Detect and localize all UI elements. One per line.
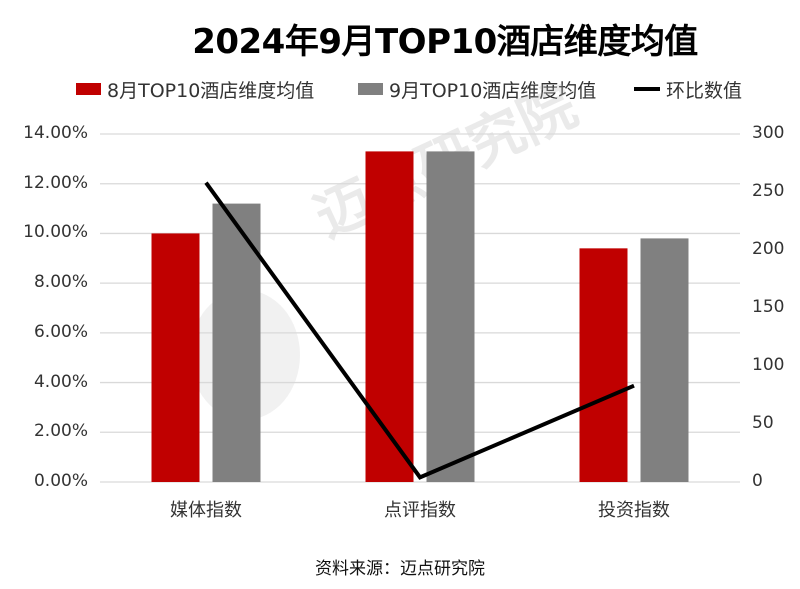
source-note: 资料来源：迈点研究院 — [315, 559, 485, 579]
y-tick-left: 12.00% — [23, 173, 88, 193]
bar — [151, 233, 200, 482]
bar — [426, 151, 475, 482]
legend-swatch-red — [76, 83, 101, 95]
legend-label: 环比数值 — [666, 79, 743, 102]
y-tick-left: 14.00% — [23, 123, 88, 143]
y-tick-left: 8.00% — [33, 272, 88, 292]
legend-label: 8月TOP10酒店维度均值 — [107, 79, 315, 102]
mom-line-series — [204, 181, 635, 480]
bar-series — [151, 151, 689, 482]
legend-label: 9月TOP10酒店维度均值 — [389, 79, 597, 102]
bar — [579, 248, 628, 482]
legend: 8月TOP10酒店维度均值 9月TOP10酒店维度均值 环比数值 — [0, 76, 800, 102]
x-label: 媒体指数 — [170, 500, 242, 521]
y-tick-left: 4.00% — [33, 372, 88, 392]
y-tick-left: 6.00% — [33, 322, 88, 342]
legend-swatch-grey — [358, 83, 383, 95]
y-tick-right: 100 — [752, 355, 785, 375]
bar — [365, 151, 414, 482]
legend-item-sep: 9月TOP10酒店维度均值 — [358, 76, 596, 102]
gridlines — [100, 133, 740, 483]
y-tick-right: 200 — [752, 239, 785, 259]
legend-item-mom: 环比数值 — [634, 76, 742, 102]
y-tick-right: 150 — [752, 297, 785, 317]
x-label: 点评指数 — [384, 500, 456, 521]
x-label: 投资指数 — [598, 500, 670, 521]
bar — [640, 238, 689, 482]
y-tick-right: 0 — [752, 471, 763, 491]
y-tick-right: 250 — [752, 181, 785, 201]
y-tick-right: 50 — [752, 413, 774, 433]
chart-title: 2024年9月TOP10酒店维度均值 — [192, 22, 698, 62]
legend-line-icon — [634, 87, 660, 91]
y-tick-right: 300 — [752, 123, 785, 143]
y-tick-left: 10.00% — [23, 222, 88, 242]
y-tick-left: 0.00% — [33, 471, 88, 491]
legend-item-aug: 8月TOP10酒店维度均值 — [76, 76, 314, 102]
y-tick-left: 2.00% — [33, 421, 88, 441]
